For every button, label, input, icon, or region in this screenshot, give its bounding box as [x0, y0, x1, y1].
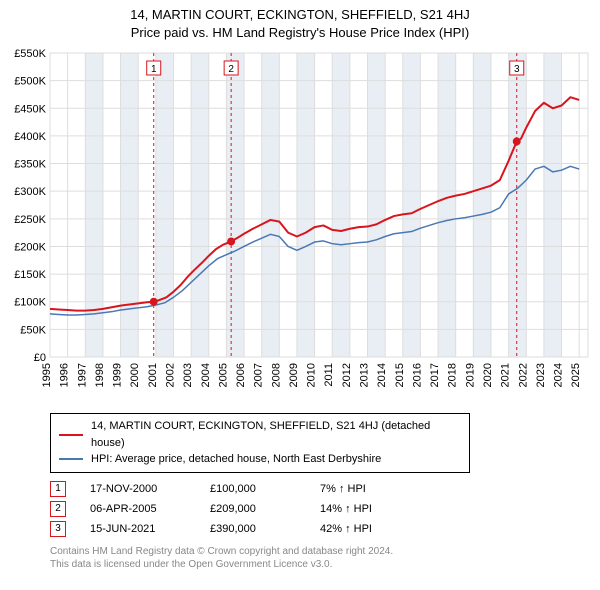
svg-text:2006: 2006: [235, 363, 247, 387]
title-line-1: 14, MARTIN COURT, ECKINGTON, SHEFFIELD, …: [8, 6, 592, 24]
svg-text:£100K: £100K: [14, 297, 46, 309]
svg-text:3: 3: [514, 64, 520, 75]
svg-text:2025: 2025: [570, 363, 582, 387]
svg-text:1: 1: [151, 64, 157, 75]
svg-text:2014: 2014: [376, 363, 388, 387]
svg-text:£150K: £150K: [14, 269, 46, 281]
event-row: 3 15-JUN-2021£390,00042% ↑ HPI: [50, 521, 592, 537]
event-date: 17-NOV-2000: [90, 483, 210, 495]
legend-swatch: [59, 434, 83, 436]
chart-container: 14, MARTIN COURT, ECKINGTON, SHEFFIELD, …: [0, 0, 600, 578]
svg-text:2000: 2000: [129, 363, 141, 387]
svg-text:2001: 2001: [147, 363, 159, 387]
event-date: 15-JUN-2021: [90, 523, 210, 535]
title-line-2: Price paid vs. HM Land Registry's House …: [8, 24, 592, 42]
svg-text:£350K: £350K: [14, 159, 46, 171]
svg-text:2012: 2012: [341, 363, 353, 387]
svg-text:£250K: £250K: [14, 214, 46, 226]
legend-box: 14, MARTIN COURT, ECKINGTON, SHEFFIELD, …: [50, 413, 470, 473]
event-pct: 7% ↑ HPI: [320, 483, 440, 495]
svg-text:2: 2: [228, 64, 234, 75]
svg-text:£500K: £500K: [14, 76, 46, 88]
svg-text:1998: 1998: [94, 363, 106, 387]
svg-text:1999: 1999: [112, 363, 124, 387]
legend-item: 14, MARTIN COURT, ECKINGTON, SHEFFIELD, …: [59, 418, 461, 451]
svg-text:£550K: £550K: [14, 48, 46, 60]
svg-text:2016: 2016: [411, 363, 423, 387]
line-chart-svg: £0 £50K £100K £150K £200K £250K £300K £350K £400…: [8, 47, 592, 407]
footer-attribution: Contains HM Land Registry data © Crown c…: [50, 545, 592, 572]
svg-text:£50K: £50K: [20, 324, 46, 336]
footer-line-1: Contains HM Land Registry data © Crown c…: [50, 545, 592, 559]
svg-text:2004: 2004: [200, 363, 212, 387]
events-table: 1 17-NOV-2000£100,0007% ↑ HPI 2 06-APR-2005…: [50, 481, 592, 537]
svg-text:2024: 2024: [553, 363, 565, 387]
event-row: 1 17-NOV-2000£100,0007% ↑ HPI: [50, 481, 592, 497]
svg-text:2010: 2010: [306, 363, 318, 387]
svg-text:£400K: £400K: [14, 131, 46, 143]
event-marker: 1: [50, 481, 66, 497]
chart-area: £0 £50K £100K £150K £200K £250K £300K £350K £400…: [8, 47, 592, 407]
svg-text:1996: 1996: [59, 363, 71, 387]
svg-text:£450K: £450K: [14, 103, 46, 115]
event-row: 2 06-APR-2005£209,00014% ↑ HPI: [50, 501, 592, 517]
svg-text:2019: 2019: [464, 363, 476, 387]
svg-text:2013: 2013: [359, 363, 371, 387]
event-marker: 2: [50, 501, 66, 517]
event-marker: 3: [50, 521, 66, 537]
legend-label: HPI: Average price, detached house, Nort…: [91, 451, 381, 468]
svg-text:2008: 2008: [270, 363, 282, 387]
svg-text:1997: 1997: [76, 363, 88, 387]
svg-text:2018: 2018: [447, 363, 459, 387]
svg-text:1995: 1995: [41, 363, 53, 387]
svg-text:£0: £0: [34, 352, 46, 364]
svg-text:2015: 2015: [394, 363, 406, 387]
event-price: £390,000: [210, 523, 320, 535]
footer-line-2: This data is licensed under the Open Gov…: [50, 558, 592, 572]
svg-text:2023: 2023: [535, 363, 547, 387]
svg-text:£200K: £200K: [14, 242, 46, 254]
event-date: 06-APR-2005: [90, 503, 210, 515]
svg-text:2017: 2017: [429, 363, 441, 387]
svg-text:2003: 2003: [182, 363, 194, 387]
svg-text:2009: 2009: [288, 363, 300, 387]
svg-text:2021: 2021: [500, 363, 512, 387]
event-price: £209,000: [210, 503, 320, 515]
svg-text:2022: 2022: [517, 363, 529, 387]
legend-swatch: [59, 458, 83, 460]
legend-item: HPI: Average price, detached house, Nort…: [59, 451, 461, 468]
svg-text:2005: 2005: [217, 363, 229, 387]
svg-text:2007: 2007: [253, 363, 265, 387]
svg-text:2002: 2002: [164, 363, 176, 387]
svg-text:2020: 2020: [482, 363, 494, 387]
svg-text:2011: 2011: [323, 363, 335, 387]
event-pct: 42% ↑ HPI: [320, 523, 440, 535]
legend-label: 14, MARTIN COURT, ECKINGTON, SHEFFIELD, …: [91, 418, 461, 451]
event-price: £100,000: [210, 483, 320, 495]
event-pct: 14% ↑ HPI: [320, 503, 440, 515]
svg-text:£300K: £300K: [14, 186, 46, 198]
